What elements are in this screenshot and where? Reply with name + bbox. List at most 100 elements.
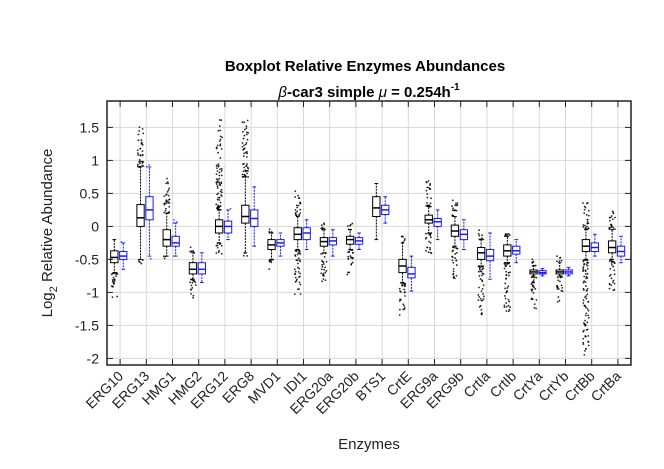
outlier-point — [587, 341, 590, 343]
outlier-point — [347, 255, 350, 258]
outlier-point — [504, 233, 507, 236]
outlier-point — [481, 237, 483, 240]
outlier-point — [242, 148, 245, 151]
outlier-point — [587, 222, 590, 225]
outlier-point — [586, 218, 589, 221]
outlier-point — [582, 202, 584, 204]
outlier-point — [165, 202, 167, 205]
outlier-point — [582, 287, 585, 290]
outlier-point — [219, 168, 221, 171]
outlier-point — [246, 172, 248, 175]
box-series — [110, 166, 626, 292]
outlier-point — [611, 263, 613, 266]
outlier-point — [163, 211, 166, 214]
outlier-point — [556, 260, 558, 263]
outlier-point — [611, 218, 614, 221]
outlier-point — [429, 184, 431, 186]
outlier-point — [139, 162, 141, 165]
outlier-point — [246, 152, 249, 155]
outlier-point — [451, 199, 454, 202]
outlier-point — [456, 202, 459, 204]
outlier-point — [477, 270, 480, 273]
outlier-point — [217, 206, 220, 209]
outlier-point — [425, 249, 427, 252]
outlier-point — [426, 246, 428, 249]
outlier-point — [585, 297, 588, 300]
outlier-point — [145, 165, 148, 168]
outlier-point — [452, 246, 455, 249]
outlier-point — [454, 202, 457, 205]
outlier-point — [299, 283, 302, 286]
outlier-point — [190, 250, 193, 253]
outlier-point — [584, 349, 586, 352]
outlier-point — [505, 305, 508, 308]
outlier-point — [217, 129, 220, 132]
outlier-point — [296, 266, 299, 269]
outlier-point — [586, 267, 589, 270]
subtitle-prefix: -car3 simple — [287, 84, 379, 101]
outlier-point — [587, 261, 589, 264]
outlier-point — [173, 219, 175, 221]
outlier-point — [531, 258, 534, 261]
outlier-point — [506, 263, 508, 266]
outlier-point — [215, 252, 218, 254]
outlier-point — [403, 307, 406, 309]
outlier-point — [561, 290, 564, 293]
y-tick-labels: -2 -1.5 -1 -0.5 0 0.5 1 1.5 — [75, 119, 99, 366]
box-iqr — [241, 204, 250, 224]
outlier-point — [111, 296, 114, 299]
outlier-point — [295, 278, 298, 281]
outlier-point — [140, 262, 143, 265]
outlier-point — [613, 269, 616, 272]
y-tick-label: -0.5 — [75, 251, 99, 267]
outlier-point — [163, 195, 166, 198]
outlier-point — [585, 348, 587, 350]
outlier-point — [557, 288, 560, 290]
outlier-point — [429, 251, 432, 254]
outlier-point — [218, 140, 221, 142]
outlier-point — [245, 156, 248, 158]
outlier-point — [556, 284, 558, 287]
outlier-point — [189, 281, 192, 284]
outlier-point — [556, 255, 558, 258]
outlier-point — [613, 228, 616, 231]
outlier-point — [585, 213, 588, 216]
outlier-point — [294, 196, 297, 198]
outlier-point — [452, 270, 455, 273]
outlier-point — [556, 286, 558, 289]
outlier-point — [531, 290, 533, 293]
outlier-point — [505, 310, 508, 312]
box-iqr — [145, 196, 154, 221]
outlier-point — [294, 190, 297, 193]
outlier-point — [587, 214, 590, 217]
outlier-point — [243, 147, 246, 150]
outlier-point — [586, 321, 589, 324]
outlier-point — [112, 281, 115, 284]
outlier-point — [218, 171, 221, 174]
outlier-point — [165, 200, 168, 203]
outlier-point — [321, 265, 324, 268]
outlier-point — [584, 305, 587, 308]
outlier-point — [587, 227, 590, 230]
outlier-point — [321, 260, 324, 263]
outlier-point — [217, 163, 220, 166]
outlier-point — [582, 302, 585, 304]
outlier-point — [322, 263, 325, 265]
outlier-point — [112, 276, 115, 279]
outlier-point — [586, 272, 589, 275]
outlier-point — [137, 139, 140, 142]
outlier-point — [508, 274, 510, 277]
outlier-point — [429, 248, 432, 251]
outlier-point — [218, 181, 221, 184]
outlier-point — [587, 314, 590, 317]
outlier-point — [299, 201, 302, 204]
outlier-point — [424, 237, 427, 240]
outlier-point — [557, 279, 560, 282]
outlier-point — [610, 215, 613, 217]
outlier-point — [611, 260, 613, 263]
outlier-point — [587, 209, 590, 212]
outlier-point — [347, 257, 350, 260]
outlier-point — [610, 284, 613, 286]
outlier-point — [587, 316, 590, 319]
outlier-point — [613, 282, 616, 285]
